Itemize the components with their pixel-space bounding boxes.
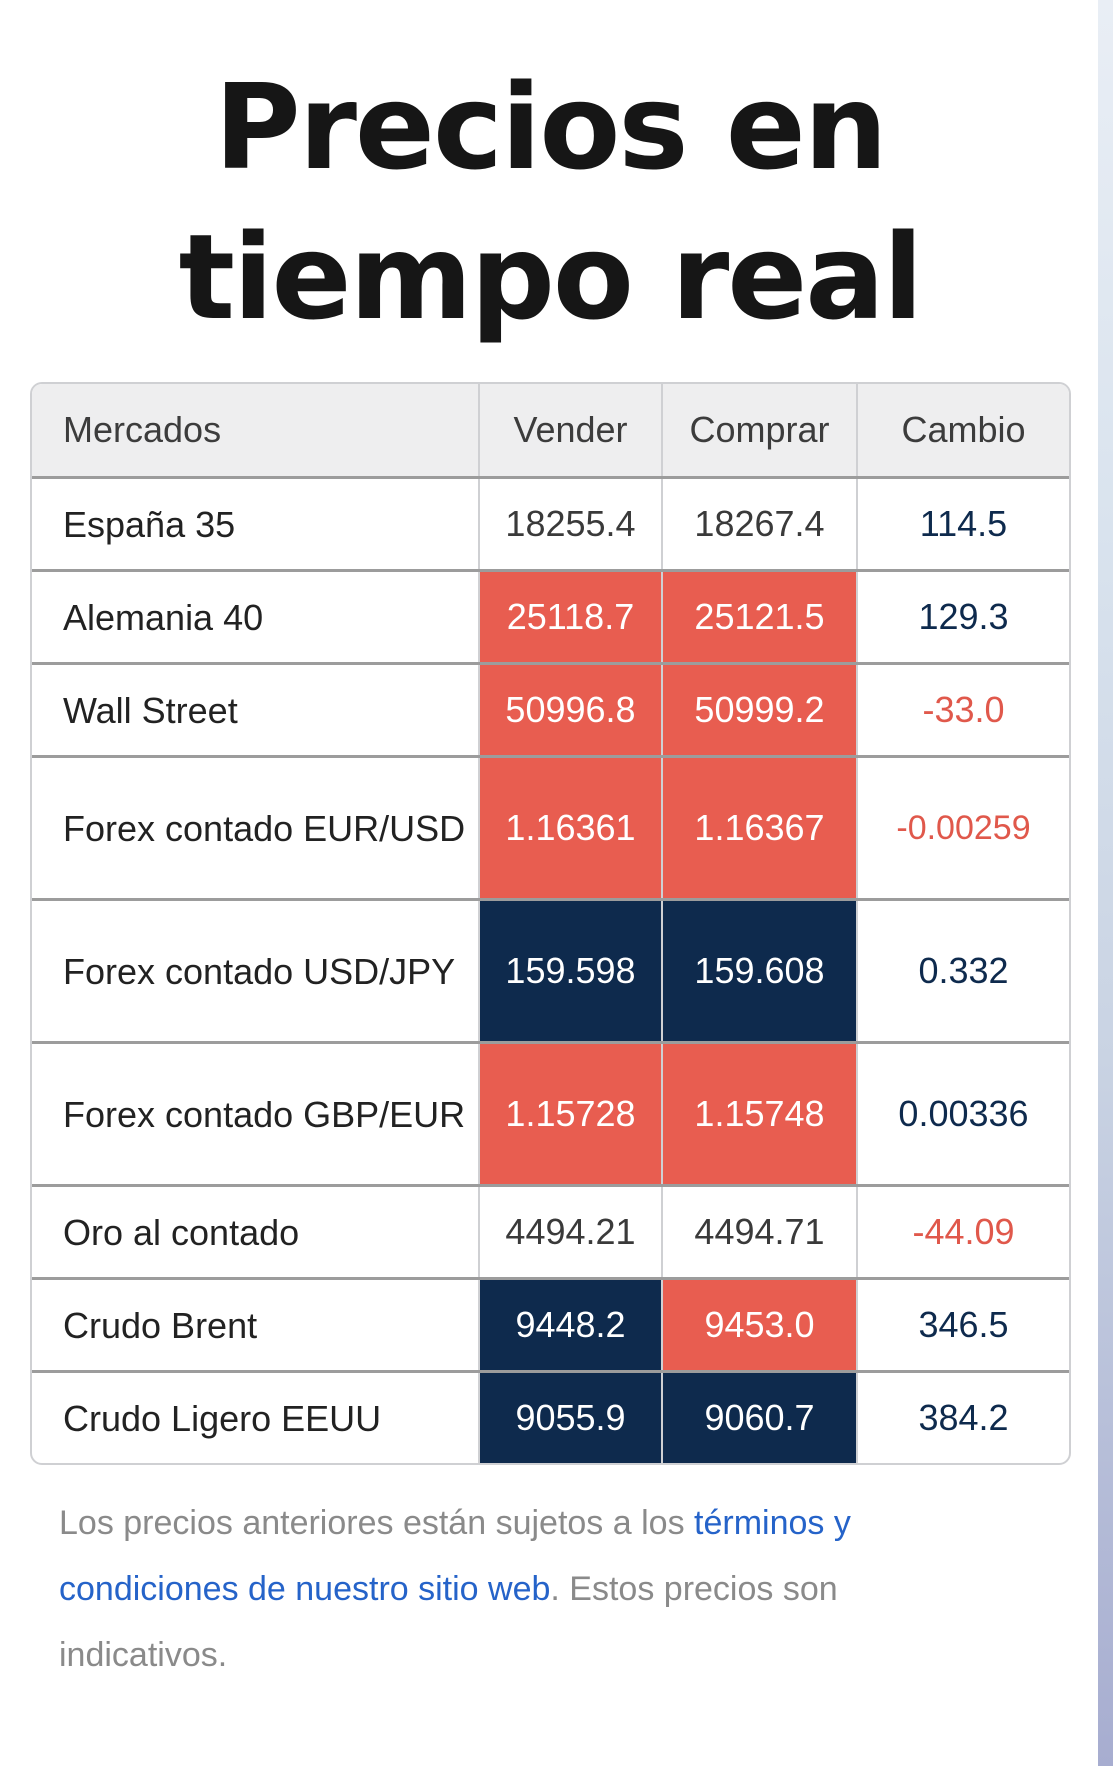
market-name[interactable]: Crudo Brent	[32, 1278, 480, 1373]
price-change: -0.00259	[857, 756, 1069, 901]
terms-link[interactable]: términos y condiciones de nuestro sitio …	[59, 1504, 851, 1608]
table-row[interactable]: Crudo Ligero EEUU 9055.9 9060.7 384.2	[32, 1371, 1069, 1463]
price-change: -44.09	[857, 1185, 1069, 1280]
market-name[interactable]: Forex contado GBP/EUR	[32, 1042, 480, 1187]
market-name[interactable]: Alemania 40	[32, 570, 480, 665]
buy-price: 18267.4	[662, 477, 858, 572]
price-change: 0.00336	[857, 1042, 1069, 1187]
market-name[interactable]: Wall Street	[32, 663, 480, 758]
buy-price: 1.15748	[662, 1042, 858, 1187]
column-header-buy: Comprar	[662, 384, 858, 479]
market-name[interactable]: Crudo Ligero EEUU	[32, 1371, 480, 1463]
market-name[interactable]: Oro al contado	[32, 1185, 480, 1280]
sell-price: 159.598	[479, 899, 663, 1044]
table-row[interactable]: Forex contado EUR/USD 1.16361 1.16367 -0…	[32, 756, 1069, 901]
market-name[interactable]: Forex contado EUR/USD	[32, 756, 480, 901]
sell-price: 1.15728	[479, 1042, 663, 1187]
buy-price: 9453.0	[662, 1278, 858, 1373]
sell-price: 9055.9	[479, 1371, 663, 1463]
table-row[interactable]: Oro al contado 4494.21 4494.71 -44.09	[32, 1185, 1069, 1280]
buy-price: 159.608	[662, 899, 858, 1044]
disclaimer-text: Los precios anteriores están sujetos a l…	[59, 1490, 989, 1688]
sell-price: 18255.4	[479, 477, 663, 572]
market-name[interactable]: Forex contado USD/JPY	[32, 899, 480, 1044]
table-row[interactable]: Crudo Brent 9448.2 9453.0 346.5	[32, 1278, 1069, 1373]
sell-price: 9448.2	[479, 1278, 663, 1373]
table-row[interactable]: Forex contado USD/JPY 159.598 159.608 0.…	[32, 899, 1069, 1044]
page-title: Precios en tiempo real	[178, 58, 924, 346]
disclaimer-text-end: . Estos precios son indicativos.	[59, 1570, 838, 1674]
price-change: 0.332	[857, 899, 1069, 1044]
table-row[interactable]: Alemania 40 25118.7 25121.5 129.3	[32, 570, 1069, 665]
buy-price: 50999.2	[662, 663, 858, 758]
price-change: 384.2	[918, 1397, 1009, 1438]
sell-price: 25118.7	[479, 570, 663, 665]
price-change: 346.5	[857, 1278, 1069, 1373]
price-change: -33.0	[857, 663, 1069, 758]
disclaimer-text-start: Los precios anteriores están sujetos a l…	[59, 1504, 695, 1542]
sell-price: 50996.8	[479, 663, 663, 758]
column-header-sell: Vender	[479, 384, 663, 479]
column-header-change: Cambio	[857, 384, 1069, 479]
prices-table-container: Mercados Vender Comprar Cambio España 35…	[30, 382, 1071, 1465]
buy-price: 25121.5	[662, 570, 858, 665]
column-header-markets: Mercados	[32, 384, 480, 479]
prices-table: Mercados Vender Comprar Cambio España 35…	[32, 384, 1069, 1463]
buy-price: 1.16367	[662, 756, 858, 901]
sell-price: 1.16361	[479, 756, 663, 901]
sell-price: 4494.21	[479, 1185, 663, 1280]
table-header-row: Mercados Vender Comprar Cambio	[32, 384, 1069, 479]
scrollbar[interactable]	[1098, 0, 1113, 1766]
table-row[interactable]: Wall Street 50996.8 50999.2 -33.0	[32, 663, 1069, 758]
buy-price: 9060.7	[662, 1371, 858, 1463]
table-row[interactable]: Forex contado GBP/EUR 1.15728 1.15748 0.…	[32, 1042, 1069, 1187]
market-name[interactable]: España 35	[32, 477, 480, 572]
price-change: 129.3	[857, 570, 1069, 665]
table-row[interactable]: España 35 18255.4 18267.4 114.5	[32, 477, 1069, 572]
price-change: 114.5	[857, 477, 1069, 572]
buy-price: 4494.71	[662, 1185, 858, 1280]
